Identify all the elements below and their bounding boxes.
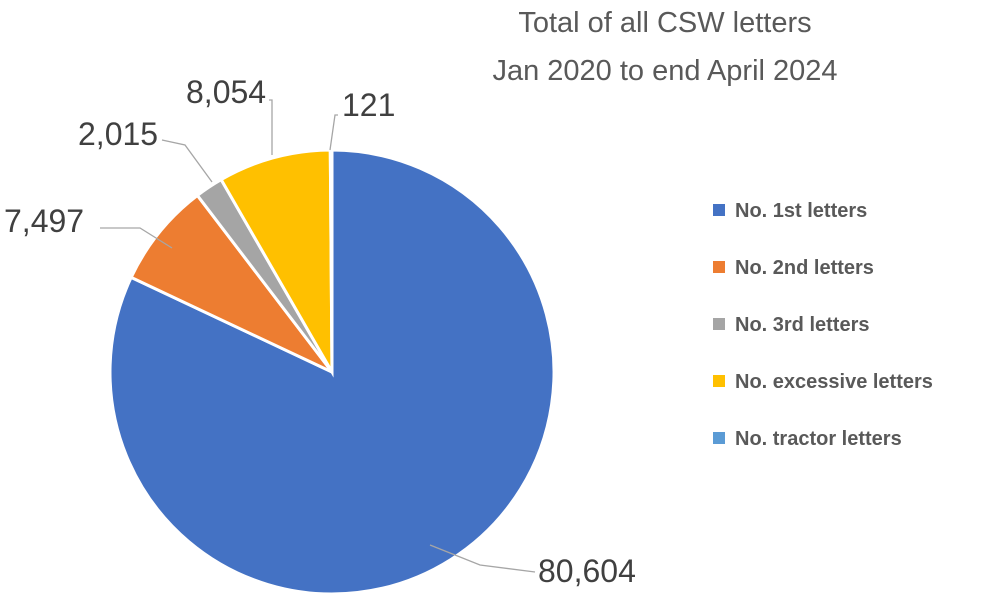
legend-swatch-no-1st-letters xyxy=(713,204,725,216)
leader-line-no-1st-letters xyxy=(429,544,536,573)
legend-label-no-3rd-letters: No. 3rd letters xyxy=(735,314,869,336)
legend-label-no-excessive-letters: No. excessive letters xyxy=(735,371,933,393)
legend-label-no-tractor-letters: No. tractor letters xyxy=(735,428,902,450)
leader-line-no-excessive-letters xyxy=(269,99,273,155)
legend-swatch-no-tractor-letters xyxy=(713,432,725,444)
pie-slices xyxy=(108,148,556,593)
leader-line-no-3rd-letters xyxy=(161,139,213,183)
legend-label-no-1st-letters: No. 1st letters xyxy=(735,200,867,222)
legend-swatch-no-excessive-letters xyxy=(713,375,725,387)
data-label-no-3rd-letters: 2,015 xyxy=(78,116,158,152)
pie-slice-no-tractor-letters xyxy=(328,148,334,373)
pie-slice-no-1st-letters xyxy=(108,148,556,593)
legend-label-no-2nd-letters: No. 2nd letters xyxy=(735,257,874,279)
leader-line-no-2nd-letters xyxy=(100,227,173,249)
data-label-no-2nd-letters: 7,497 xyxy=(4,203,84,239)
legend-swatch-no-3rd-letters xyxy=(713,318,725,330)
legend: No. 1st letters No. 2nd letters No. 3rd le… xyxy=(713,200,933,450)
pie-slice-no-excessive-letters xyxy=(219,148,334,378)
legend-swatch-no-2nd-letters xyxy=(713,261,725,273)
chart-title-line-1: Total of all CSW letters xyxy=(518,7,811,39)
data-labels: 80,604 7,497 2,015 8,054 121 xyxy=(4,74,636,589)
data-label-no-1st-letters: 80,604 xyxy=(538,553,636,589)
leader-lines xyxy=(100,99,536,573)
chart-title-line-2: Jan 2020 to end April 2024 xyxy=(492,55,837,87)
data-label-no-excessive-letters: 8,054 xyxy=(186,74,266,110)
data-label-no-tractor-letters: 121 xyxy=(342,87,395,123)
pie-slice-no-2nd-letters xyxy=(129,193,334,374)
leader-line-no-tractor-letters xyxy=(329,114,338,151)
